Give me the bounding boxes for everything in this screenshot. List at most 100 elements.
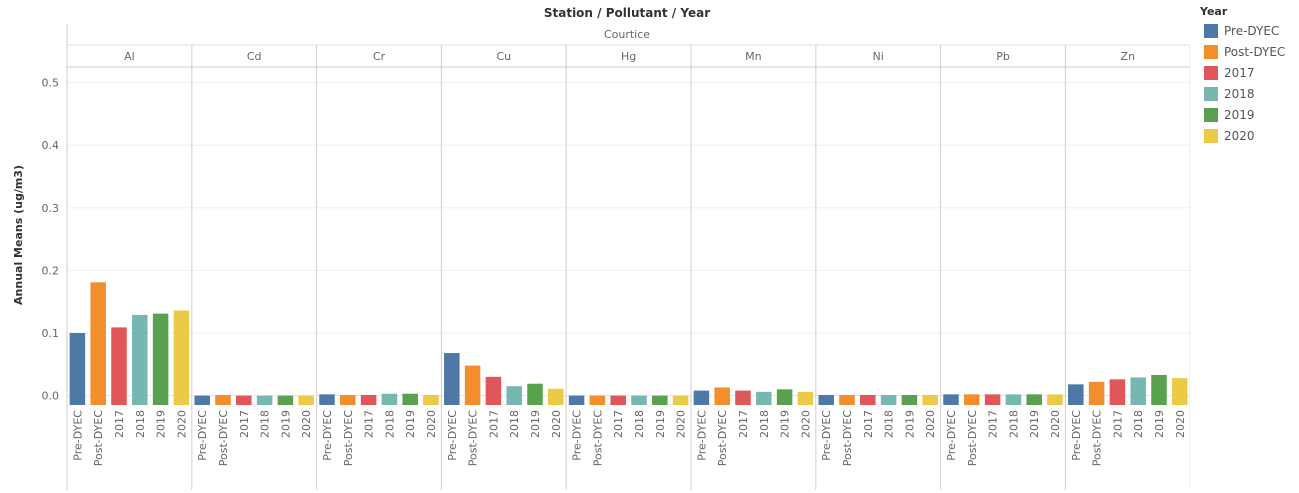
y-tick-label: 0.1 xyxy=(42,327,60,340)
y-tick-label: 0.2 xyxy=(42,264,60,277)
bar-pb-post-dyec xyxy=(964,394,980,405)
x-tick-label: 2020 xyxy=(1174,410,1187,438)
bar-mn-pre-dyec xyxy=(693,390,710,405)
x-tick-label: 2017 xyxy=(113,410,126,438)
legend-swatch xyxy=(1204,128,1218,143)
x-tick-label: Post-DYEC xyxy=(92,410,105,467)
x-tick-label: Post-DYEC xyxy=(342,410,355,467)
pollutant-header-cd: Cd xyxy=(247,50,262,63)
x-tick-label: 2017 xyxy=(363,410,376,438)
bar-al-2019 xyxy=(152,313,169,405)
bar-cd-pre-dyec xyxy=(194,395,210,405)
x-tick-label: 2018 xyxy=(1007,410,1020,438)
x-tick-label: 2019 xyxy=(155,410,168,438)
pollutant-header-mn: Mn xyxy=(745,50,761,63)
chart-title: Station / Pollutant / Year xyxy=(544,6,710,20)
bar-cd-2020 xyxy=(298,395,314,405)
x-tick-label: 2018 xyxy=(633,410,646,438)
bar-pb-pre-dyec xyxy=(943,394,959,405)
bar-cd-post-dyec xyxy=(215,394,231,405)
pollutant-header-hg: Hg xyxy=(621,50,636,63)
pollutant-header-zn: Zn xyxy=(1121,50,1136,63)
bar-cr-2019 xyxy=(402,393,418,405)
chart: Station / Pollutant / Year Courtice Annu… xyxy=(12,6,1190,490)
x-tick-label: 2019 xyxy=(1153,410,1166,438)
legend-swatch xyxy=(1204,86,1218,101)
legend-label: 2017 xyxy=(1224,65,1255,80)
bar-cu-2018 xyxy=(506,386,522,405)
bar-al-2020 xyxy=(173,310,190,405)
bar-cd-2018 xyxy=(256,395,273,405)
x-tick-label: Pre-DYEC xyxy=(820,410,833,461)
bar-cr-pre-dyec xyxy=(319,394,335,405)
bar-cd-2019 xyxy=(277,395,294,405)
bar-ni-2020 xyxy=(922,394,938,405)
pollutant-header-al: Al xyxy=(124,50,135,63)
pollutant-header-cu: Cu xyxy=(496,50,511,63)
bar-cr-2018 xyxy=(381,393,398,405)
bar-ni-2019 xyxy=(901,394,918,405)
x-tick-label: 2017 xyxy=(862,410,875,438)
bar-zn-2020 xyxy=(1172,378,1188,405)
legend-title: Year xyxy=(1200,5,1228,18)
bar-mn-2017 xyxy=(735,390,751,405)
legend-item-post-dyec[interactable]: Post-DYEC xyxy=(1200,41,1295,62)
x-tick-label: 2019 xyxy=(529,410,542,438)
bar-zn-2018 xyxy=(1130,377,1146,405)
bar-pb-2019 xyxy=(1026,394,1042,405)
x-tick-label: 2017 xyxy=(612,410,625,438)
legend-swatch xyxy=(1204,23,1218,38)
bar-cr-2020 xyxy=(423,394,439,405)
bar-cu-pre-dyec xyxy=(444,353,460,405)
pollutant-header-pb: Pb xyxy=(996,50,1010,63)
bar-cr-2017 xyxy=(360,394,377,405)
bar-cu-post-dyec xyxy=(464,365,481,405)
bar-ni-post-dyec xyxy=(839,394,855,405)
x-tick-label: 2019 xyxy=(903,410,916,438)
x-tick-label: 2017 xyxy=(238,410,251,438)
x-tick-label: 2020 xyxy=(425,410,438,438)
x-tick-label: 2019 xyxy=(1028,410,1041,438)
bar-cu-2017 xyxy=(485,376,502,405)
x-tick-label: 2018 xyxy=(259,410,272,438)
legend-item-2020[interactable]: 2020 xyxy=(1200,125,1295,146)
x-tick-label: 2018 xyxy=(883,410,896,438)
pollutant-header-cr: Cr xyxy=(373,50,386,63)
x-tick-label: Pre-DYEC xyxy=(1070,410,1083,461)
x-tick-label: Post-DYEC xyxy=(966,410,979,467)
x-tick-label: 2020 xyxy=(1049,410,1062,438)
x-tick-label: Pre-DYEC xyxy=(446,410,459,461)
bar-mn-post-dyec xyxy=(714,387,730,405)
bar-pb-2017 xyxy=(984,394,1001,405)
bar-hg-pre-dyec xyxy=(568,395,585,405)
legend-item-2017[interactable]: 2017 xyxy=(1200,62,1295,83)
legend-item-2019[interactable]: 2019 xyxy=(1200,104,1295,125)
station-label: Courtice xyxy=(604,28,650,41)
bar-pb-2020 xyxy=(1047,394,1063,405)
bar-cu-2020 xyxy=(548,388,564,405)
y-tick-label: 0.5 xyxy=(42,77,60,90)
legend-label: Pre-DYEC xyxy=(1224,23,1280,38)
bar-al-pre-dyec xyxy=(69,333,86,405)
legend-item-pre-dyec[interactable]: Pre-DYEC xyxy=(1200,20,1295,41)
x-tick-label: 2020 xyxy=(300,410,313,438)
x-tick-label: 2017 xyxy=(1111,410,1124,438)
bar-hg-post-dyec xyxy=(589,395,606,405)
x-tick-label: Post-DYEC xyxy=(1091,410,1104,467)
x-tick-label: Post-DYEC xyxy=(591,410,604,467)
x-tick-label: Post-DYEC xyxy=(467,410,480,467)
legend: Year Pre-DYEC Post-DYEC 2017 2018 2019 2020 xyxy=(1200,5,1295,146)
x-tick-label: Pre-DYEC xyxy=(196,410,209,461)
x-tick-label: Post-DYEC xyxy=(217,410,230,467)
bar-mn-2019 xyxy=(776,389,793,405)
legend-item-2018[interactable]: 2018 xyxy=(1200,83,1295,104)
legend-label: Post-DYEC xyxy=(1224,44,1286,59)
x-tick-label: 2020 xyxy=(550,410,563,438)
x-tick-label: Pre-DYEC xyxy=(945,410,958,461)
x-tick-label: Pre-DYEC xyxy=(695,410,708,461)
bar-zn-2017 xyxy=(1109,379,1126,405)
x-tick-label: 2018 xyxy=(134,410,147,438)
y-tick-label: 0.0 xyxy=(42,390,60,403)
bar-al-2017 xyxy=(111,327,127,405)
bar-cd-2017 xyxy=(236,395,252,405)
